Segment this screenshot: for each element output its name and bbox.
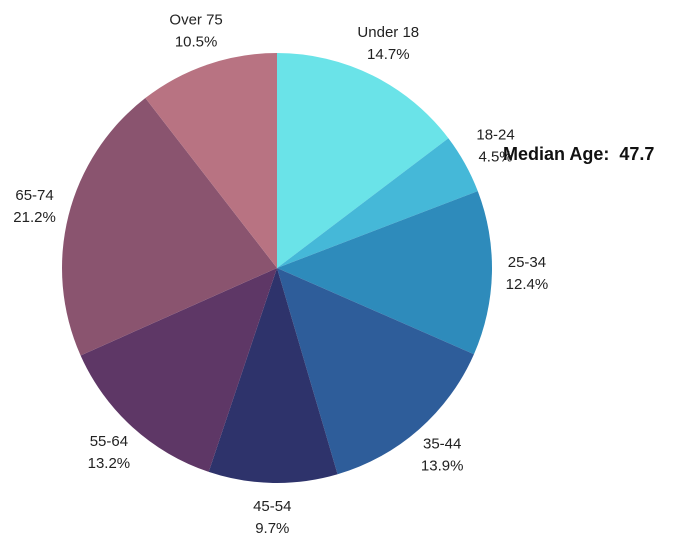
slice-value-label: 10.5%: [175, 33, 218, 50]
slice-label: 45-54: [253, 498, 291, 515]
pie-slice: [61, 98, 277, 356]
slice-value-label: 4.5%: [478, 149, 512, 166]
pie-slice: [277, 268, 474, 475]
slice-label: 18-24: [476, 127, 514, 144]
pie-slice: [208, 268, 338, 483]
slice-label: Under 18: [357, 24, 419, 41]
slice-value-label: 12.4%: [506, 276, 549, 293]
pie-slice: [145, 53, 277, 268]
slice-label: 25-34: [508, 254, 546, 271]
slice-value-label: 9.7%: [255, 520, 289, 533]
slice-label: 35-44: [423, 436, 461, 453]
slice-label: Over 75: [169, 11, 222, 28]
labels: Under 18 14.7% 18-24 4.5% 25-34 12.4% 35-44 13.…: [13, 11, 548, 533]
slice-value-label: 13.2%: [88, 455, 131, 472]
pie-slice: [277, 53, 449, 268]
pie-slice: [80, 268, 277, 472]
annotation: Median Age: 47.7: [503, 144, 654, 164]
slice-value-label: 13.9%: [421, 458, 464, 475]
slice-value-label: 21.2%: [13, 209, 56, 226]
slice-label: 65-74: [15, 187, 53, 204]
pie-slice: [277, 191, 492, 355]
pie-slice: [277, 138, 478, 268]
slice-label: 55-64: [90, 433, 128, 450]
slices: [61, 53, 492, 483]
slice-value-label: 14.7%: [367, 46, 410, 63]
